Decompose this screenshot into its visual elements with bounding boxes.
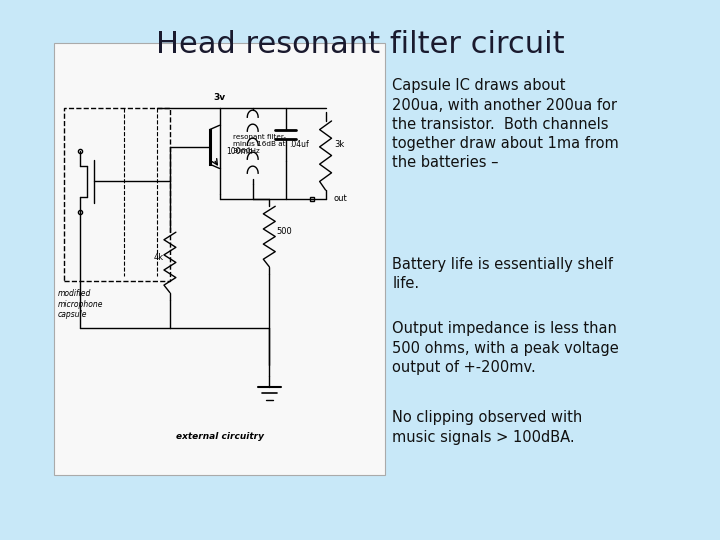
Text: 500: 500	[276, 227, 292, 235]
Text: Head resonant filter circuit: Head resonant filter circuit	[156, 30, 564, 59]
Text: out: out	[334, 194, 348, 203]
Text: modified
microphone
capsule: modified microphone capsule	[58, 289, 103, 319]
Text: Output impedance is less than
500 ohms, with a peak voltage
output of +-200mv.: Output impedance is less than 500 ohms, …	[392, 321, 619, 375]
Text: 100mh: 100mh	[226, 147, 253, 156]
Text: Battery life is essentially shelf
life.: Battery life is essentially shelf life.	[392, 256, 613, 291]
Text: Capsule IC draws about
200ua, with another 200ua for
the transistor.  Both chann: Capsule IC draws about 200ua, with anoth…	[392, 78, 619, 170]
Bar	[54, 43, 385, 475]
Text: resonant filter-
minus 16dB at
3000Hz: resonant filter- minus 16dB at 3000Hz	[233, 134, 286, 154]
Text: .04uf: .04uf	[289, 140, 309, 149]
Text: 3v: 3v	[214, 92, 225, 102]
Text: 4k: 4k	[153, 253, 163, 261]
Text: No clipping observed with
music signals > 100dBA.: No clipping observed with music signals …	[392, 410, 582, 444]
Text: external circuitry: external circuitry	[176, 431, 264, 441]
Text: 3k: 3k	[334, 140, 344, 149]
